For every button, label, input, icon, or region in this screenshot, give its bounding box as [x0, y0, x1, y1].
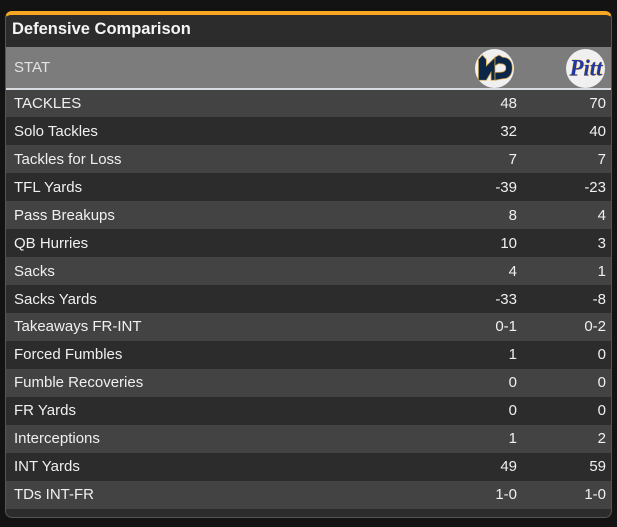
svg-text:Pitt: Pitt	[568, 56, 602, 81]
